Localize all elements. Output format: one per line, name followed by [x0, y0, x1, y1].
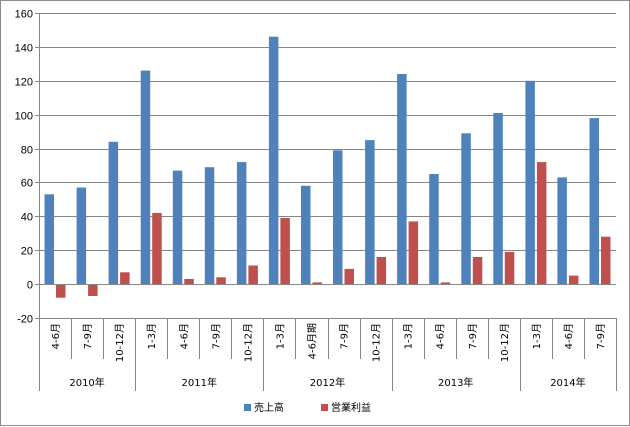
x-category-label: 7-9月 [82, 323, 94, 349]
x-category-label: 4-6月 [563, 323, 575, 349]
y-tick-label: 80 [21, 145, 33, 157]
x-year-label: 2011年 [182, 376, 217, 389]
x-category-label: 7-9月 [467, 323, 479, 349]
bar-operating-profit [216, 277, 226, 285]
x-year-label: 2014年 [550, 376, 585, 389]
bar-sales [525, 80, 535, 285]
bar-operating-profit [184, 279, 194, 285]
y-tick-label: 160 [15, 9, 33, 21]
legend-label-sales: 売上高 [254, 401, 284, 414]
bar-sales [236, 162, 247, 285]
bar-operating-profit [248, 265, 258, 285]
bar-operating-profit [376, 257, 387, 285]
bar-sales [365, 140, 375, 285]
y-tick-label: 140 [15, 43, 33, 55]
bar-operating-profit [601, 236, 611, 285]
bar-sales [333, 150, 343, 285]
bar-sales [108, 141, 119, 285]
bar-operating-profit [440, 282, 451, 285]
bar-sales [172, 170, 183, 285]
x-category-label: 10-12月 [499, 323, 511, 362]
bar-operating-profit [408, 221, 419, 285]
y-tick-label: 20 [21, 246, 33, 258]
legend-swatch-sales [244, 404, 251, 411]
x-year-label: 2013年 [438, 376, 473, 389]
x-year-label: 2012年 [310, 376, 345, 389]
bar-operating-profit [312, 282, 322, 285]
bar-sales [44, 194, 54, 285]
y-tick-label: 40 [21, 212, 33, 224]
bar-operating-profit [504, 251, 515, 285]
x-category-label: 4-6月 [50, 323, 62, 349]
x-category-label: 7-9月 [339, 323, 351, 349]
y-tick-label: 100 [15, 111, 33, 123]
y-tick-label: 0 [27, 280, 33, 292]
x-year-label: 2010年 [69, 376, 104, 389]
bar-operating-profit [472, 257, 483, 285]
bar-operating-profit [56, 284, 66, 298]
x-category-label: 10-12月 [242, 323, 254, 362]
bar-sales [461, 133, 471, 285]
bar-sales [557, 177, 567, 285]
bar-sales [397, 74, 407, 285]
bar-sales [140, 70, 151, 285]
bar-sales [429, 174, 439, 285]
bar-operating-profit [88, 284, 98, 296]
bars [44, 36, 611, 298]
x-category-label: 1-3月 [146, 323, 158, 349]
y-tick-label: 120 [15, 77, 33, 89]
x-category-label: 10-12月 [371, 323, 383, 362]
x-category-label: 1-3月 [274, 323, 286, 349]
x-year-labels: 2010年 2011年 2012年 2013年 2014年 [69, 376, 585, 389]
y-tick-label: 60 [21, 178, 33, 190]
x-category-label: 1-3月 [531, 323, 543, 349]
x-category-label: 7-9月 [595, 323, 607, 349]
bar-sales [301, 185, 311, 285]
y-tick-label: -20 [17, 314, 33, 326]
x-category-label: 4-6月 [178, 323, 190, 349]
bar-operating-profit [568, 275, 579, 285]
legend: 売上高 営業利益 [244, 401, 371, 414]
bar-sales [493, 113, 503, 285]
bar-operating-profit [280, 218, 290, 285]
bar-sales [268, 36, 279, 285]
x-category-label: 7-9月 [210, 323, 222, 349]
bar-operating-profit [152, 212, 162, 285]
bar-operating-profit [536, 162, 547, 285]
bar-sales [76, 187, 87, 285]
bar-sales [589, 118, 599, 285]
x-category-label: 1-3月 [403, 323, 415, 349]
y-tick-labels: -20 0 20 40 60 80 100 120 140 160 [15, 9, 33, 326]
bar-operating-profit [344, 268, 354, 285]
x-category-label: 4-6月期 [306, 323, 318, 359]
axes [35, 13, 617, 391]
bar-operating-profit [120, 272, 130, 285]
bar-sales [204, 167, 215, 285]
legend-swatch-operating-profit [321, 404, 328, 411]
legend-label-operating-profit: 営業利益 [331, 401, 371, 414]
x-category-labels: 4-6月 7-9月 10-12月 1-3月 4-6月 7-9月 10-12月 1-3月 4-6月… [50, 323, 607, 362]
x-category-label: 4-6月 [435, 323, 447, 349]
gridlines [39, 13, 616, 319]
x-category-label: 10-12月 [114, 323, 126, 362]
